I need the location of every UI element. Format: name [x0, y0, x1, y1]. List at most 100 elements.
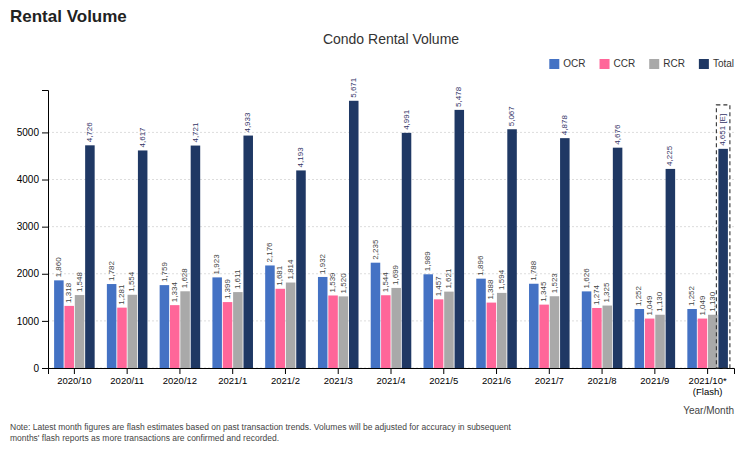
x-tick-mark	[654, 368, 655, 374]
bar	[233, 292, 243, 368]
data-label: 1,594	[497, 269, 506, 290]
x-tick: 2021/7	[535, 368, 564, 386]
x-tick-label-line: 2021/6	[482, 375, 511, 386]
bar	[592, 308, 602, 368]
x-tick: 2021/4	[376, 368, 405, 386]
y-tick-label: 1000	[17, 316, 40, 327]
data-label: 1,252	[687, 285, 696, 306]
bar	[75, 295, 85, 368]
bar	[698, 319, 708, 368]
data-label: 5,478	[454, 86, 463, 107]
data-labels: 1,8601,7821,7591,9232,1761,9322,2351,989…	[54, 77, 727, 315]
x-tick-label-line: 2021/1	[218, 375, 247, 386]
data-label: 1,699	[391, 264, 400, 285]
x-tick-label: 2021/10*(Flash)	[689, 375, 727, 397]
legend-swatch	[699, 59, 709, 69]
legend-label: RCR	[663, 58, 685, 69]
data-label: 1,345	[539, 281, 548, 302]
bar	[550, 296, 560, 368]
data-label: 1,896	[476, 255, 485, 276]
x-tick-mark	[232, 368, 233, 374]
x-tick-label: 2021/8	[588, 375, 617, 386]
note: Note: Latest month figures are flash est…	[10, 422, 511, 443]
x-tick-label-line: 2021/9	[640, 375, 669, 386]
grid	[48, 132, 734, 368]
x-tick-mark	[391, 368, 392, 374]
data-label: 1,681	[275, 265, 284, 286]
data-label: 4,651 [E]	[718, 114, 727, 146]
data-label: 1,539	[328, 272, 337, 293]
y-tick: 0	[33, 363, 48, 374]
x-tick-label-line: 2020/11	[110, 375, 144, 386]
y-axis-line	[42, 91, 49, 369]
data-label: 2,176	[265, 242, 274, 263]
y-tick-mark	[42, 368, 48, 369]
data-label: 4,991	[402, 109, 411, 130]
data-label: 1,932	[318, 253, 327, 274]
data-label: 1,049	[645, 295, 654, 316]
data-label: 4,193	[296, 147, 305, 168]
x-tick: 2020/11	[110, 368, 144, 386]
data-label: 1,325	[602, 282, 611, 303]
legend-swatch	[600, 59, 610, 69]
x-tick-mark	[602, 368, 603, 374]
data-label: 4,676	[613, 124, 622, 145]
x-tick-label-line: 2020/12	[163, 375, 197, 386]
bar	[128, 295, 138, 368]
bar	[718, 149, 728, 368]
x-tick-mark	[285, 368, 286, 374]
legend-label: CCR	[614, 58, 636, 69]
bar-series	[85, 101, 728, 368]
x-tick: 2021/8	[588, 368, 617, 386]
x-tick-mark	[127, 368, 128, 374]
x-tick-label: 2020/10	[57, 375, 91, 386]
data-label: 1,274	[592, 284, 601, 305]
bar	[349, 101, 359, 368]
bar	[602, 306, 612, 368]
x-tick-label-line: (Flash)	[693, 386, 723, 397]
data-label: 1,621	[444, 268, 453, 289]
data-label: 1,626	[582, 268, 591, 289]
bar	[402, 133, 412, 368]
legend-label: OCR	[563, 58, 585, 69]
data-label: 1,252	[634, 285, 643, 306]
x-tick-label-line: 2021/10*	[689, 375, 727, 386]
x-tick-label-line: 2021/7	[535, 375, 564, 386]
bars	[54, 101, 728, 368]
x-tick: 2021/6	[482, 368, 511, 386]
data-label: 1,548	[75, 271, 84, 292]
bar	[339, 296, 349, 368]
bar-series	[54, 263, 697, 368]
data-label: 1,318	[64, 282, 73, 303]
y-tick-label: 4000	[17, 174, 40, 185]
bar	[170, 305, 180, 368]
bar	[613, 148, 623, 368]
flash-outline	[716, 105, 730, 368]
data-label: 1,611	[233, 269, 242, 289]
data-label: 1,759	[160, 262, 169, 283]
x-tick-mark	[496, 368, 497, 374]
data-label: 4,878	[560, 115, 569, 136]
data-label: 4,933	[243, 112, 252, 133]
bar	[497, 293, 507, 368]
y-tick-label: 2000	[17, 268, 40, 279]
data-label: 1,520	[339, 273, 348, 294]
y-tick: 2000	[17, 268, 48, 279]
y-tick: 1000	[17, 316, 48, 327]
data-label: 1,860	[54, 257, 63, 278]
data-label: 1,814	[286, 259, 295, 280]
x-tick-label: 2020/11	[110, 375, 144, 386]
data-label: 1,399	[223, 279, 232, 300]
bar	[138, 150, 148, 368]
y-tick-label: 0	[33, 363, 39, 374]
legend-item: CCR	[600, 58, 636, 69]
x-tick: 2020/10	[57, 368, 91, 386]
x-tick-mark	[338, 368, 339, 374]
bar	[212, 277, 222, 368]
bar	[371, 263, 381, 368]
x-tick-label: 2021/2	[271, 375, 300, 386]
x-tick-label-line: 2021/5	[429, 375, 458, 386]
bar	[286, 283, 296, 368]
bar	[645, 319, 655, 368]
y-axis: 010002000300040005000	[17, 91, 49, 374]
